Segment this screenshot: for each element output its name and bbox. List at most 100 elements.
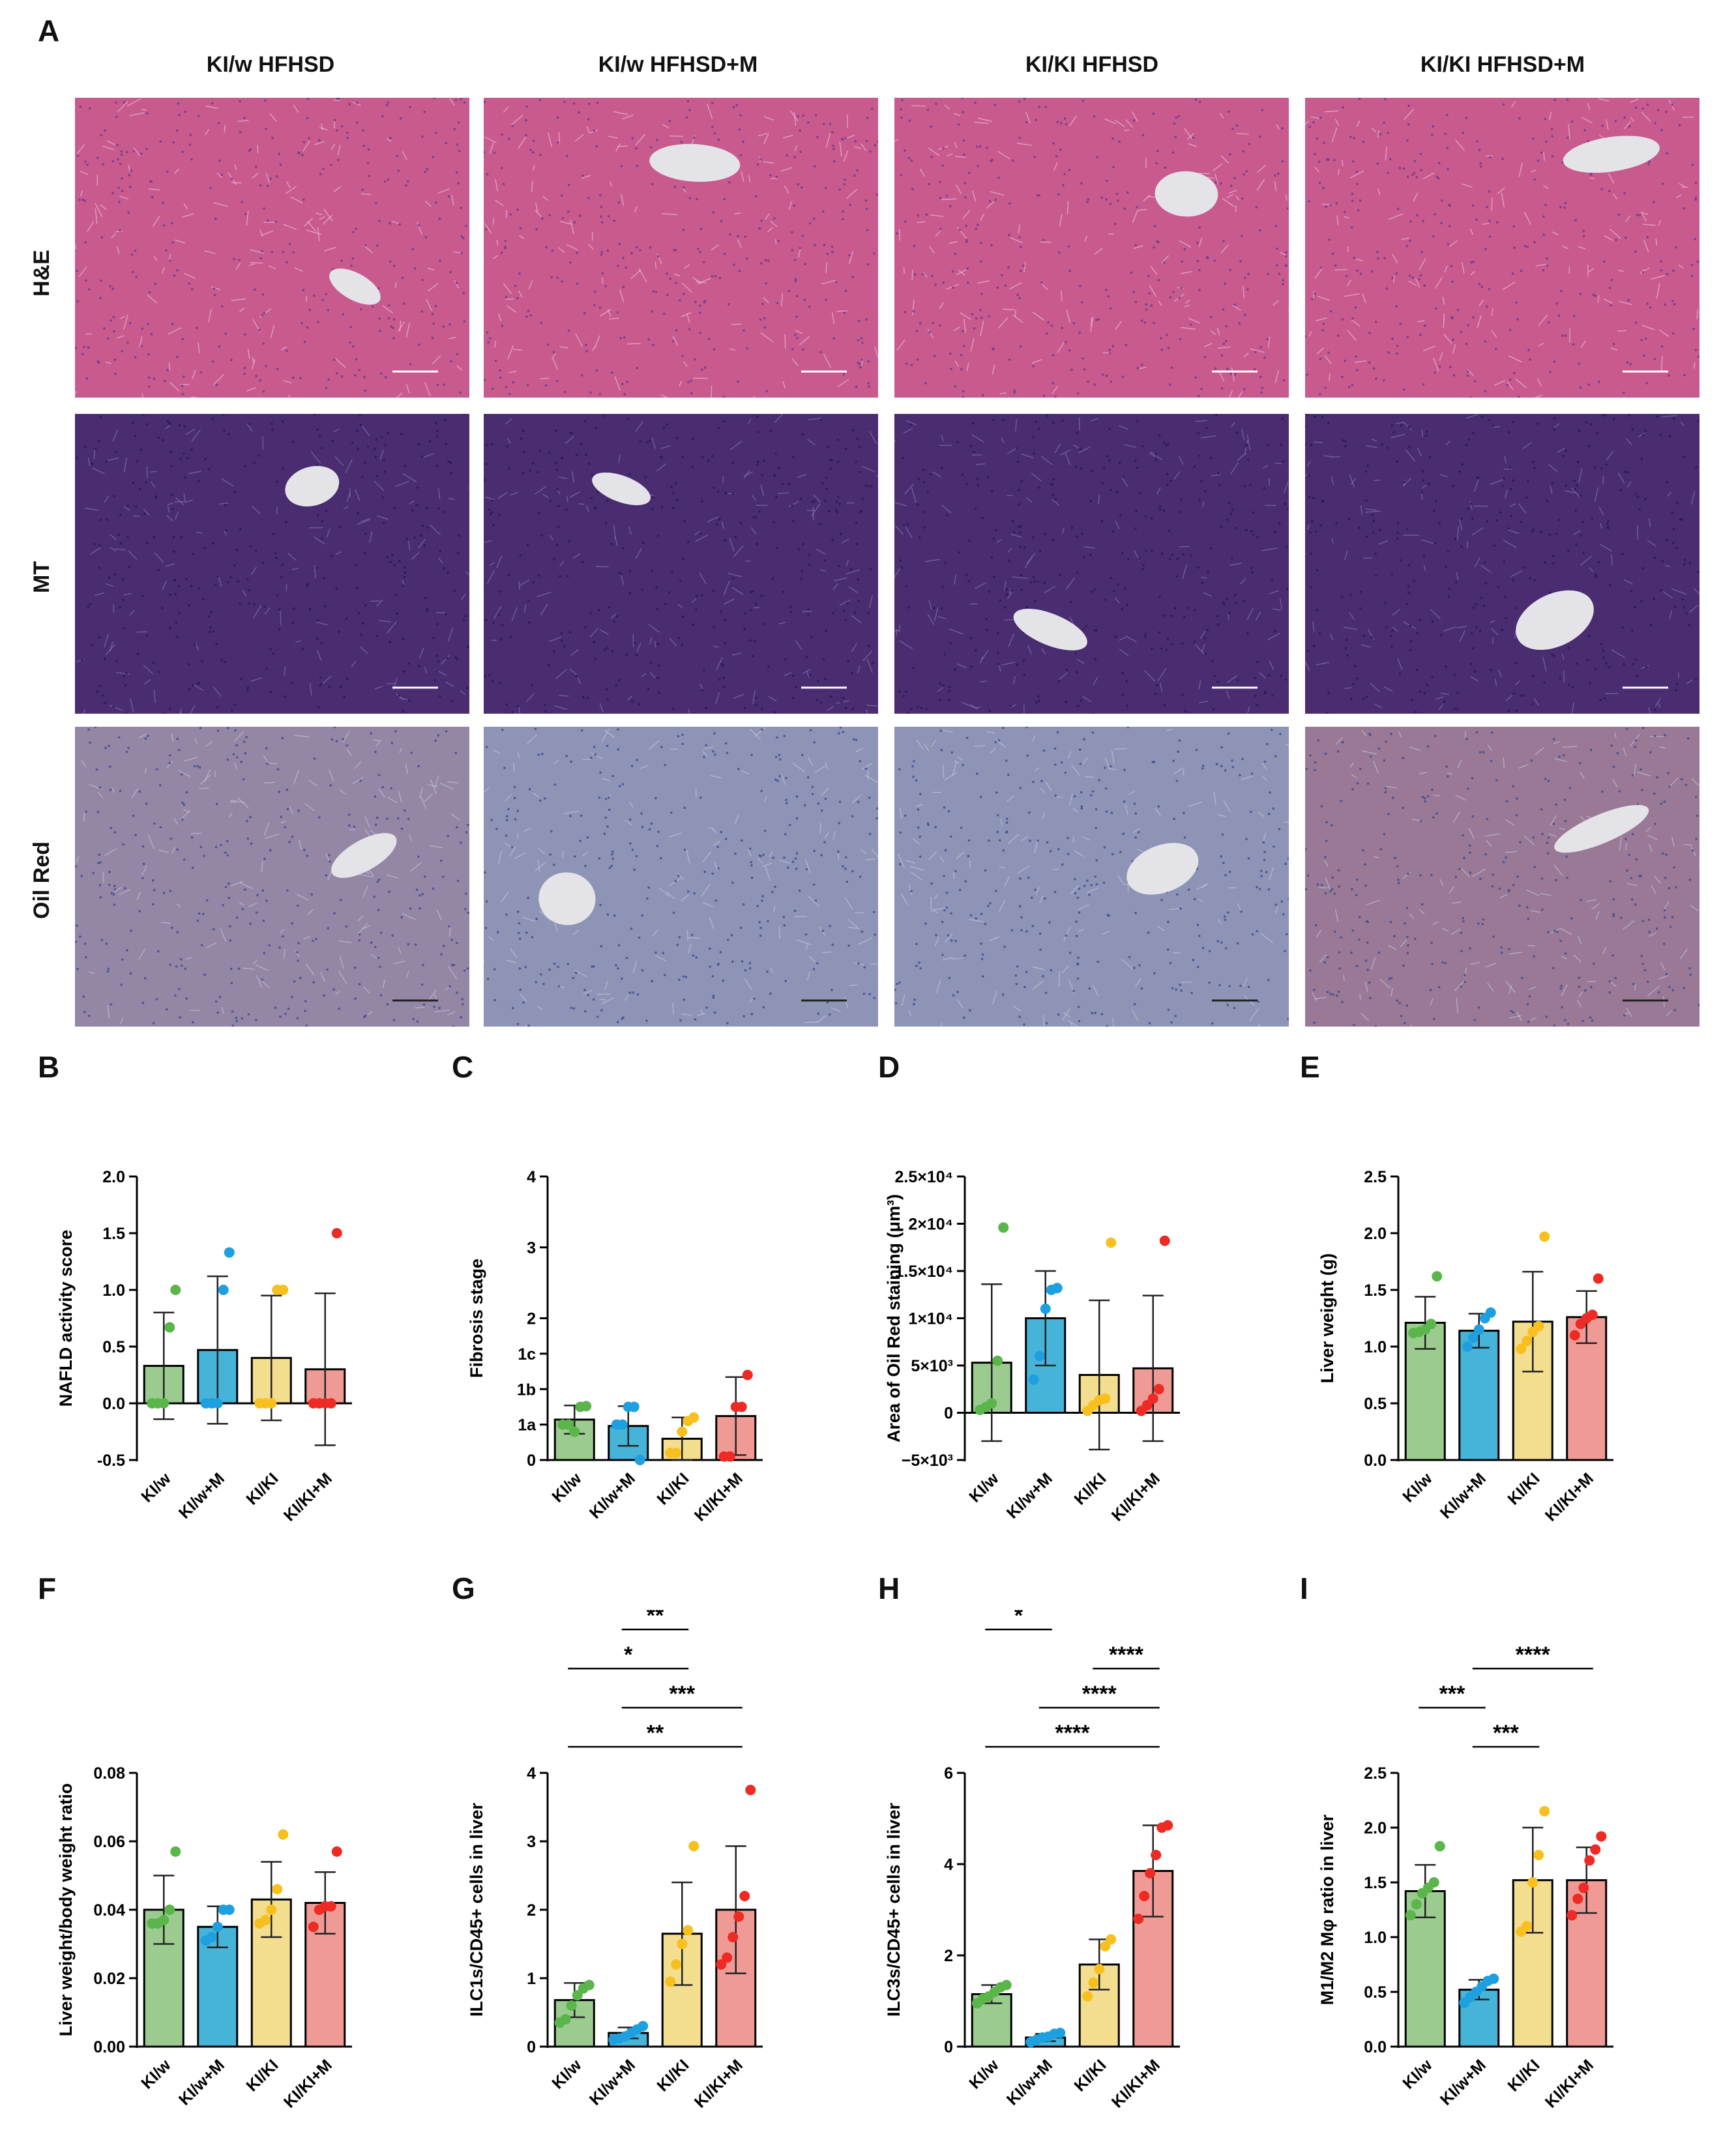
x-tick-label: KI/w+M — [586, 1469, 639, 1522]
y-axis-label: M1/M2 Mφ ratio in liver — [1317, 1814, 1337, 2005]
chart-liver-body-ratio: Liver weight/body weight ratio 0.00 0.02 0.… — [39, 1610, 430, 2138]
data-point — [1569, 1330, 1580, 1341]
data-point — [728, 1932, 739, 1942]
y-tick-label: 4 — [527, 1168, 536, 1186]
chart-ilc3s: ILC3s/CD45+ cells in liver 0 2 4 6 KI/w KI/w+M… — [867, 1603, 1284, 2138]
data-point — [677, 1426, 688, 1437]
y-tick-label: 3 — [527, 1239, 536, 1257]
row-header-oil-red: Oil Red — [29, 841, 54, 919]
data-point — [1473, 1324, 1484, 1335]
y-tick-label: 0 — [527, 1452, 536, 1470]
bar-ki-w-m — [1458, 1330, 1500, 1461]
y-tick-label: 0.5 — [1364, 1395, 1387, 1413]
row-header-he: H&E — [29, 250, 54, 297]
significance-label: **** — [1055, 1721, 1091, 1745]
x-tick-label: KI/KI — [653, 1469, 692, 1508]
y-tick-label: 0.08 — [93, 1764, 125, 1783]
data-point — [665, 1976, 676, 1987]
panel-label-h: H — [878, 1571, 900, 1605]
x-tick-label: KI/KI+M — [1108, 2056, 1164, 2111]
x-tick-label: KI/KI+M — [691, 2056, 746, 2111]
data-point — [1145, 1868, 1156, 1878]
y-tick-label: 1.0 — [1364, 1929, 1387, 1947]
data-point — [671, 1448, 682, 1459]
data-point — [308, 1921, 319, 1933]
chart-liver-weight: Liver weight (g) 0.0 0.5 1.0 1.5 2.0 2.5 KI/w KI… — [1301, 1160, 1718, 1551]
micrograph-mt-kiki — [894, 414, 1289, 714]
y-tick-label: 0.0 — [1364, 2038, 1387, 2056]
y-tick-label: 1 — [527, 1970, 536, 1988]
bar-ki-w — [553, 1418, 595, 1461]
micrograph-oil-red-kiw-m — [484, 727, 878, 1027]
x-tick-label: KI/w — [548, 1469, 585, 1506]
data-point — [1151, 1850, 1162, 1860]
x-tick-label: KI/w+M — [175, 1469, 228, 1522]
data-point — [212, 1921, 223, 1933]
significance-label: ** — [647, 1721, 664, 1745]
column-header-kiw-hfhsd-m: KI/w HFHSD+M — [598, 52, 758, 77]
data-point — [1516, 1343, 1527, 1354]
data-point — [224, 1905, 235, 1915]
x-tick-label: KI/KI — [1504, 1469, 1543, 1508]
y-tick-label: 4 — [944, 1856, 953, 1874]
micrograph-mt-kiki-m — [1305, 414, 1699, 714]
data-point — [671, 1959, 682, 1970]
data-point — [1001, 1979, 1012, 1991]
data-point — [1522, 1921, 1533, 1932]
data-point — [1094, 1964, 1105, 1974]
data-point — [212, 1398, 223, 1409]
panel-label-e: E — [1300, 1050, 1320, 1084]
data-point — [1572, 1893, 1583, 1905]
data-point — [560, 2014, 571, 2024]
panel-label-i: I — [1300, 1571, 1308, 1605]
micrograph-he-kiw-m — [484, 98, 878, 398]
data-point — [1533, 1321, 1544, 1332]
x-tick-label: KI/KI — [243, 2056, 282, 2095]
significance-label: ** — [647, 1610, 664, 1628]
data-point — [1106, 1237, 1117, 1248]
y-tick-label: 2.5 — [1364, 1168, 1387, 1186]
data-point — [1596, 1831, 1607, 1842]
y-tick-label: 1.5 — [102, 1225, 125, 1243]
y-axis-label: Liver weight/body weight ratio — [56, 1783, 76, 2037]
chart-fibrosis-stage: Fibrosis stage 0 1a 1b 1c 2 3 4 KI/w KI/w+M KI/KI K… — [450, 1160, 841, 1551]
y-tick-label: 1c — [518, 1345, 536, 1364]
y-axis-label: NAFLD activity score — [56, 1230, 76, 1407]
data-point — [634, 1455, 645, 1465]
data-point — [1411, 1899, 1422, 1910]
data-point — [325, 1398, 336, 1409]
y-tick-label: 0.5 — [1364, 1983, 1387, 2002]
data-point — [677, 1938, 688, 1950]
data-point — [278, 1829, 289, 1840]
data-point — [158, 1398, 169, 1409]
x-tick-label: KI/KI — [243, 1469, 282, 1508]
y-tick-label: 6 — [944, 1764, 953, 1783]
panel-label-g: G — [452, 1571, 475, 1605]
data-point — [986, 1398, 997, 1409]
x-tick-label: KI/KI+M — [1542, 1469, 1597, 1525]
y-tick-label: 4 — [527, 1764, 536, 1783]
chart-nafld-activity-score: NAFLD activity score -0.5 0.0 0.5 1.0 1.5 2.0 K… — [39, 1160, 430, 1551]
x-tick-label: KI/KI+M — [1108, 1469, 1164, 1525]
micrograph-he-kiki-m — [1305, 98, 1699, 398]
data-point — [583, 1979, 595, 1991]
data-point — [998, 1222, 1009, 1233]
data-point — [325, 1901, 336, 1912]
chart-svg-h: ILC3s/CD45+ cells in liver 0 2 4 6 KI/w KI/w+M… — [884, 1603, 1180, 2112]
data-point — [1088, 1978, 1099, 1988]
data-point — [1082, 1991, 1093, 2002]
data-point — [628, 1401, 640, 1412]
data-point — [1587, 1309, 1598, 1321]
chart-m1-m2-ratio: M1/M2 Mφ ratio in liver 0.0 0.5 1.0 1.5 2.0 2.… — [1301, 1610, 1718, 2138]
y-tick-label: 0.5 — [102, 1338, 125, 1356]
x-tick-label: KI/KI+M — [280, 1469, 336, 1525]
data-point — [224, 1247, 235, 1258]
data-point — [1426, 1319, 1437, 1330]
micrograph-oil-red-kiki — [894, 727, 1289, 1027]
data-point — [1533, 1850, 1544, 1860]
data-point — [1462, 1341, 1473, 1352]
x-tick-label: KI/w — [965, 1469, 1003, 1506]
data-point — [1593, 1273, 1604, 1284]
data-point — [722, 1952, 733, 1963]
data-point — [158, 1914, 169, 1925]
